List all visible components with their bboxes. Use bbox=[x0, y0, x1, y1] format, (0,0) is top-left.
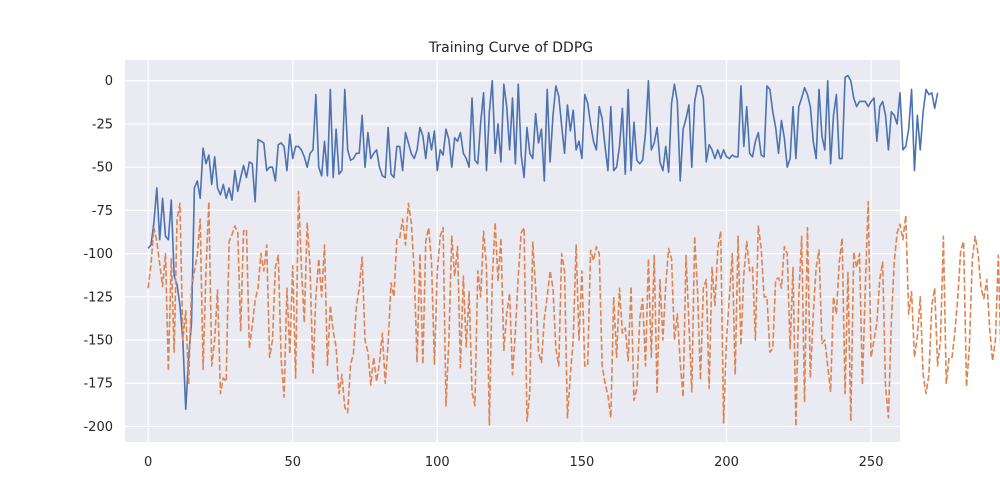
y-tick-label: -100 bbox=[83, 247, 113, 262]
y-tick-label: -150 bbox=[83, 334, 113, 349]
plot-area bbox=[125, 60, 900, 442]
grid bbox=[125, 60, 900, 442]
y-tick-label: -175 bbox=[83, 377, 113, 392]
x-tick-label: 250 bbox=[859, 455, 884, 470]
y-tick-label: -25 bbox=[92, 117, 113, 132]
x-tick-label: 0 bbox=[144, 455, 152, 470]
y-tick-label: -125 bbox=[83, 290, 113, 305]
series-1-line bbox=[147, 74, 939, 410]
series-lines bbox=[147, 74, 1000, 428]
series-2-line bbox=[147, 190, 1000, 428]
x-tick-label: 50 bbox=[284, 455, 301, 470]
y-tick-label: -75 bbox=[92, 204, 113, 219]
y-tick-label: -50 bbox=[92, 161, 113, 176]
y-tick-label: 0 bbox=[105, 74, 113, 89]
chart-title: Training Curve of DDPG bbox=[428, 40, 593, 56]
x-tick-label: 150 bbox=[569, 455, 594, 470]
tick-labels: 0 -25 -50 -75 -100 -125 -150 -175 -200 0 50 100 150 2… bbox=[83, 74, 883, 470]
x-tick-label: 100 bbox=[425, 455, 450, 470]
x-tick-label: 200 bbox=[714, 455, 739, 470]
y-tick-label: -200 bbox=[83, 420, 113, 435]
